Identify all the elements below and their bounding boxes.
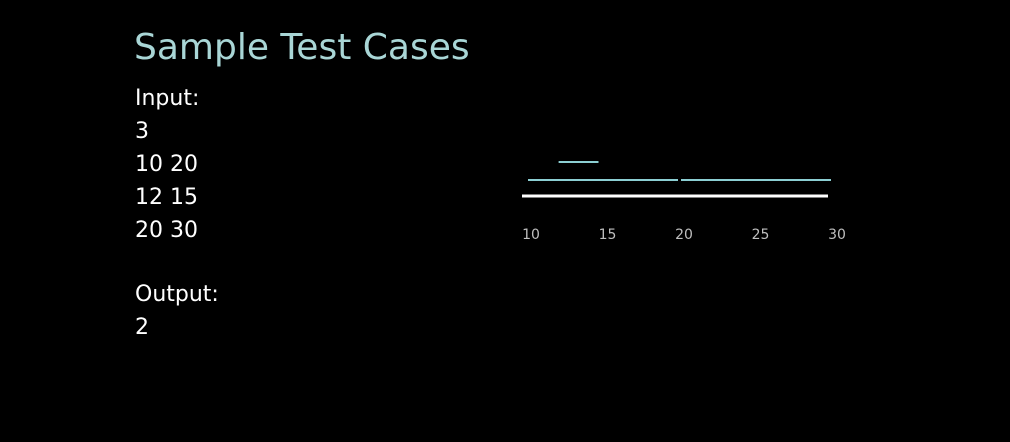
tick-label: 10 (522, 227, 540, 243)
interval-segments (528, 161, 831, 181)
axis-tick-labels: 10 15 20 25 30 (522, 227, 846, 243)
output-value: 2 (135, 315, 149, 340)
input-line: 3 (135, 119, 149, 144)
tick-label: 25 (752, 227, 770, 243)
input-line: 20 30 (135, 218, 198, 243)
input-line: 12 15 (135, 185, 198, 210)
slide-title: Sample Test Cases (134, 27, 470, 68)
output-block: Output: 2 (135, 278, 219, 344)
output-label: Output: (135, 282, 219, 307)
input-label: Input: (135, 86, 200, 111)
tick-label: 30 (828, 227, 846, 243)
tick-label: 20 (675, 227, 693, 243)
tick-label: 15 (599, 227, 617, 243)
input-line: 10 20 (135, 152, 198, 177)
input-block: Input: 3 10 20 12 15 20 30 (135, 82, 199, 247)
